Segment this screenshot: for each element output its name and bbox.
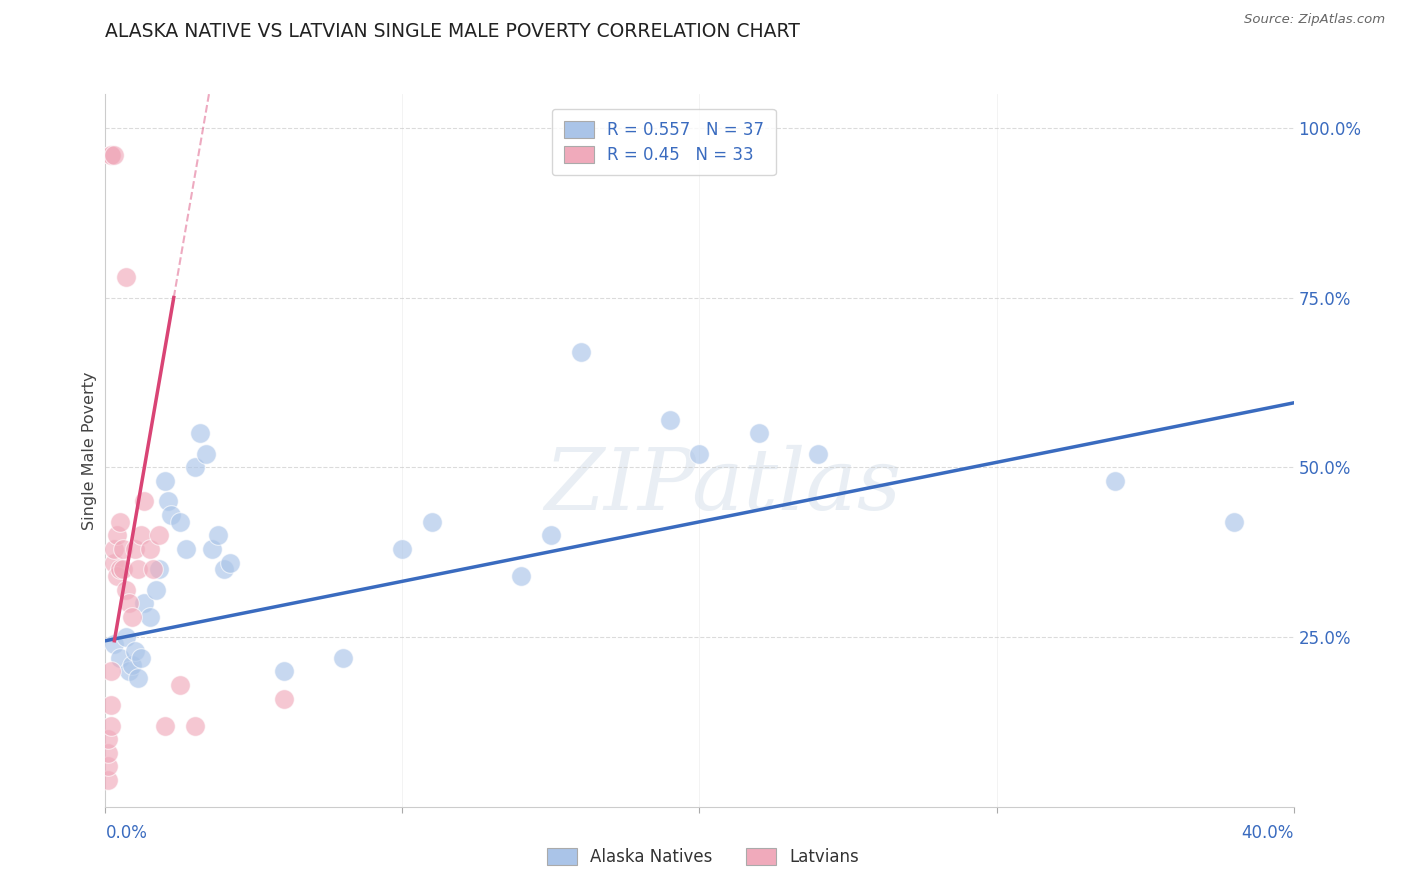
Point <box>121 657 143 672</box>
Text: Source: ZipAtlas.com: Source: ZipAtlas.com <box>1244 13 1385 27</box>
Point <box>145 582 167 597</box>
Point <box>1223 515 1246 529</box>
Legend: R = 0.557   N = 37, R = 0.45   N = 33: R = 0.557 N = 37, R = 0.45 N = 33 <box>553 109 776 176</box>
Legend: Alaska Natives, Latvians: Alaska Natives, Latvians <box>540 841 866 873</box>
Point <box>132 494 155 508</box>
Point <box>169 678 191 692</box>
Point <box>207 528 229 542</box>
Y-axis label: Single Male Poverty: Single Male Poverty <box>82 371 97 530</box>
Point <box>510 569 533 583</box>
Point <box>124 541 146 556</box>
Point <box>183 460 205 475</box>
Point <box>100 148 122 162</box>
Point <box>124 644 146 658</box>
Point <box>103 556 125 570</box>
Point <box>110 650 132 665</box>
Point <box>332 650 354 665</box>
Point <box>121 610 143 624</box>
Point <box>103 541 125 556</box>
Point <box>190 426 212 441</box>
Point <box>103 148 125 162</box>
Point <box>105 569 128 583</box>
Point <box>118 596 141 610</box>
Point <box>100 698 122 713</box>
Point <box>132 596 155 610</box>
Point <box>391 541 413 556</box>
Point <box>115 631 138 645</box>
Point <box>153 719 176 733</box>
Point <box>689 447 711 461</box>
Point <box>110 515 132 529</box>
Text: ALASKA NATIVE VS LATVIAN SINGLE MALE POVERTY CORRELATION CHART: ALASKA NATIVE VS LATVIAN SINGLE MALE POV… <box>105 22 800 41</box>
Point <box>748 426 770 441</box>
Point <box>139 541 162 556</box>
Text: 40.0%: 40.0% <box>1241 824 1294 842</box>
Point <box>219 556 242 570</box>
Point <box>100 148 122 162</box>
Point <box>195 447 218 461</box>
Point <box>118 665 141 679</box>
Point <box>174 541 197 556</box>
Point <box>97 746 120 760</box>
Point <box>201 541 224 556</box>
Point <box>807 447 830 461</box>
Point <box>420 515 443 529</box>
Point <box>169 515 191 529</box>
Point <box>273 665 295 679</box>
Point <box>1104 474 1126 488</box>
Point <box>97 773 120 788</box>
Point <box>97 759 120 773</box>
Point <box>129 650 152 665</box>
Point <box>115 582 138 597</box>
Point <box>139 610 162 624</box>
Point <box>273 691 295 706</box>
Point <box>540 528 562 542</box>
Point <box>127 671 149 685</box>
Point <box>153 474 176 488</box>
Point <box>156 494 179 508</box>
Point <box>115 270 138 285</box>
Point <box>110 562 132 576</box>
Point <box>159 508 181 522</box>
Point <box>214 562 236 576</box>
Point <box>658 413 681 427</box>
Point <box>142 562 165 576</box>
Text: ZIPatlas: ZIPatlas <box>544 445 901 527</box>
Text: 0.0%: 0.0% <box>105 824 148 842</box>
Point <box>112 541 135 556</box>
Point <box>129 528 152 542</box>
Point <box>127 562 149 576</box>
Point <box>103 637 125 651</box>
Point <box>100 719 122 733</box>
Point <box>112 562 135 576</box>
Point <box>148 528 170 542</box>
Point <box>97 732 120 747</box>
Point <box>148 562 170 576</box>
Point <box>569 345 592 359</box>
Point <box>183 719 205 733</box>
Point <box>100 665 122 679</box>
Point <box>105 528 128 542</box>
